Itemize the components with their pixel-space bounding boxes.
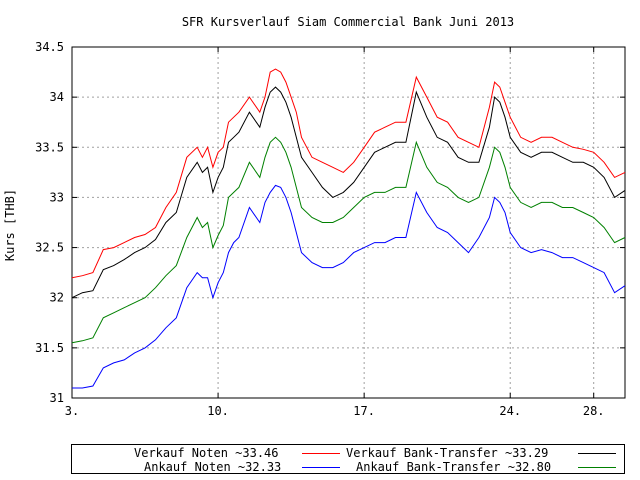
y-tick-label: 31	[50, 391, 64, 405]
y-tick-label: 34.5	[35, 40, 64, 54]
y-tick-label: 34	[50, 90, 64, 104]
x-tick-label: 28.	[583, 404, 605, 418]
legend-label-ankauf-noten: Ankauf Noten ~32.33	[144, 460, 282, 474]
y-tick-label: 32.5	[35, 241, 64, 255]
series-line-2	[72, 184, 626, 389]
x-tick-label: 17.	[353, 404, 375, 418]
series-line-0	[71, 68, 626, 279]
y-tick-label: 33	[50, 190, 64, 204]
y-tick-label: 32	[50, 291, 64, 305]
x-tick-label: 3.	[65, 404, 79, 418]
plot-border	[71, 46, 626, 399]
legend-label-ankauf-bank-transfer: Ankauf Bank-Transfer ~32.80	[356, 460, 552, 474]
chart-title: SFR Kursverlauf Siam Commercial Bank Jun…	[182, 15, 514, 29]
y-axis-ticks: 31 31.5 32 32.5 33 33.5 34 34.5	[35, 40, 625, 405]
legend-swatch-verkauf-noten	[302, 453, 340, 454]
legend-swatch-verkauf-bank-transfer	[578, 453, 616, 454]
grid-lines	[72, 47, 625, 398]
x-tick-label: 10.	[207, 404, 229, 418]
legend-label-verkauf-bank-transfer: Verkauf Bank-Transfer ~33.29	[346, 446, 549, 460]
legend-swatch-ankauf-noten	[302, 467, 340, 468]
y-tick-label: 33.5	[35, 140, 64, 154]
y-tick-label: 31.5	[35, 341, 64, 355]
x-tick-label: 24.	[499, 404, 521, 418]
legend-label-verkauf-noten: Verkauf Noten ~33.46	[134, 446, 279, 460]
legend-swatch-ankauf-bank-transfer	[578, 467, 616, 468]
legend: Verkauf Noten ~33.46 Verkauf Bank-Transf…	[71, 444, 625, 474]
y-axis-label: Kurs [THB]	[3, 189, 17, 261]
series-line-3	[71, 136, 626, 344]
plot-frame	[71, 46, 626, 399]
series-line-1	[71, 86, 626, 299]
x-axis-ticks: 3. 10. 17. 24. 28.	[65, 47, 605, 418]
series-lines	[71, 68, 626, 389]
